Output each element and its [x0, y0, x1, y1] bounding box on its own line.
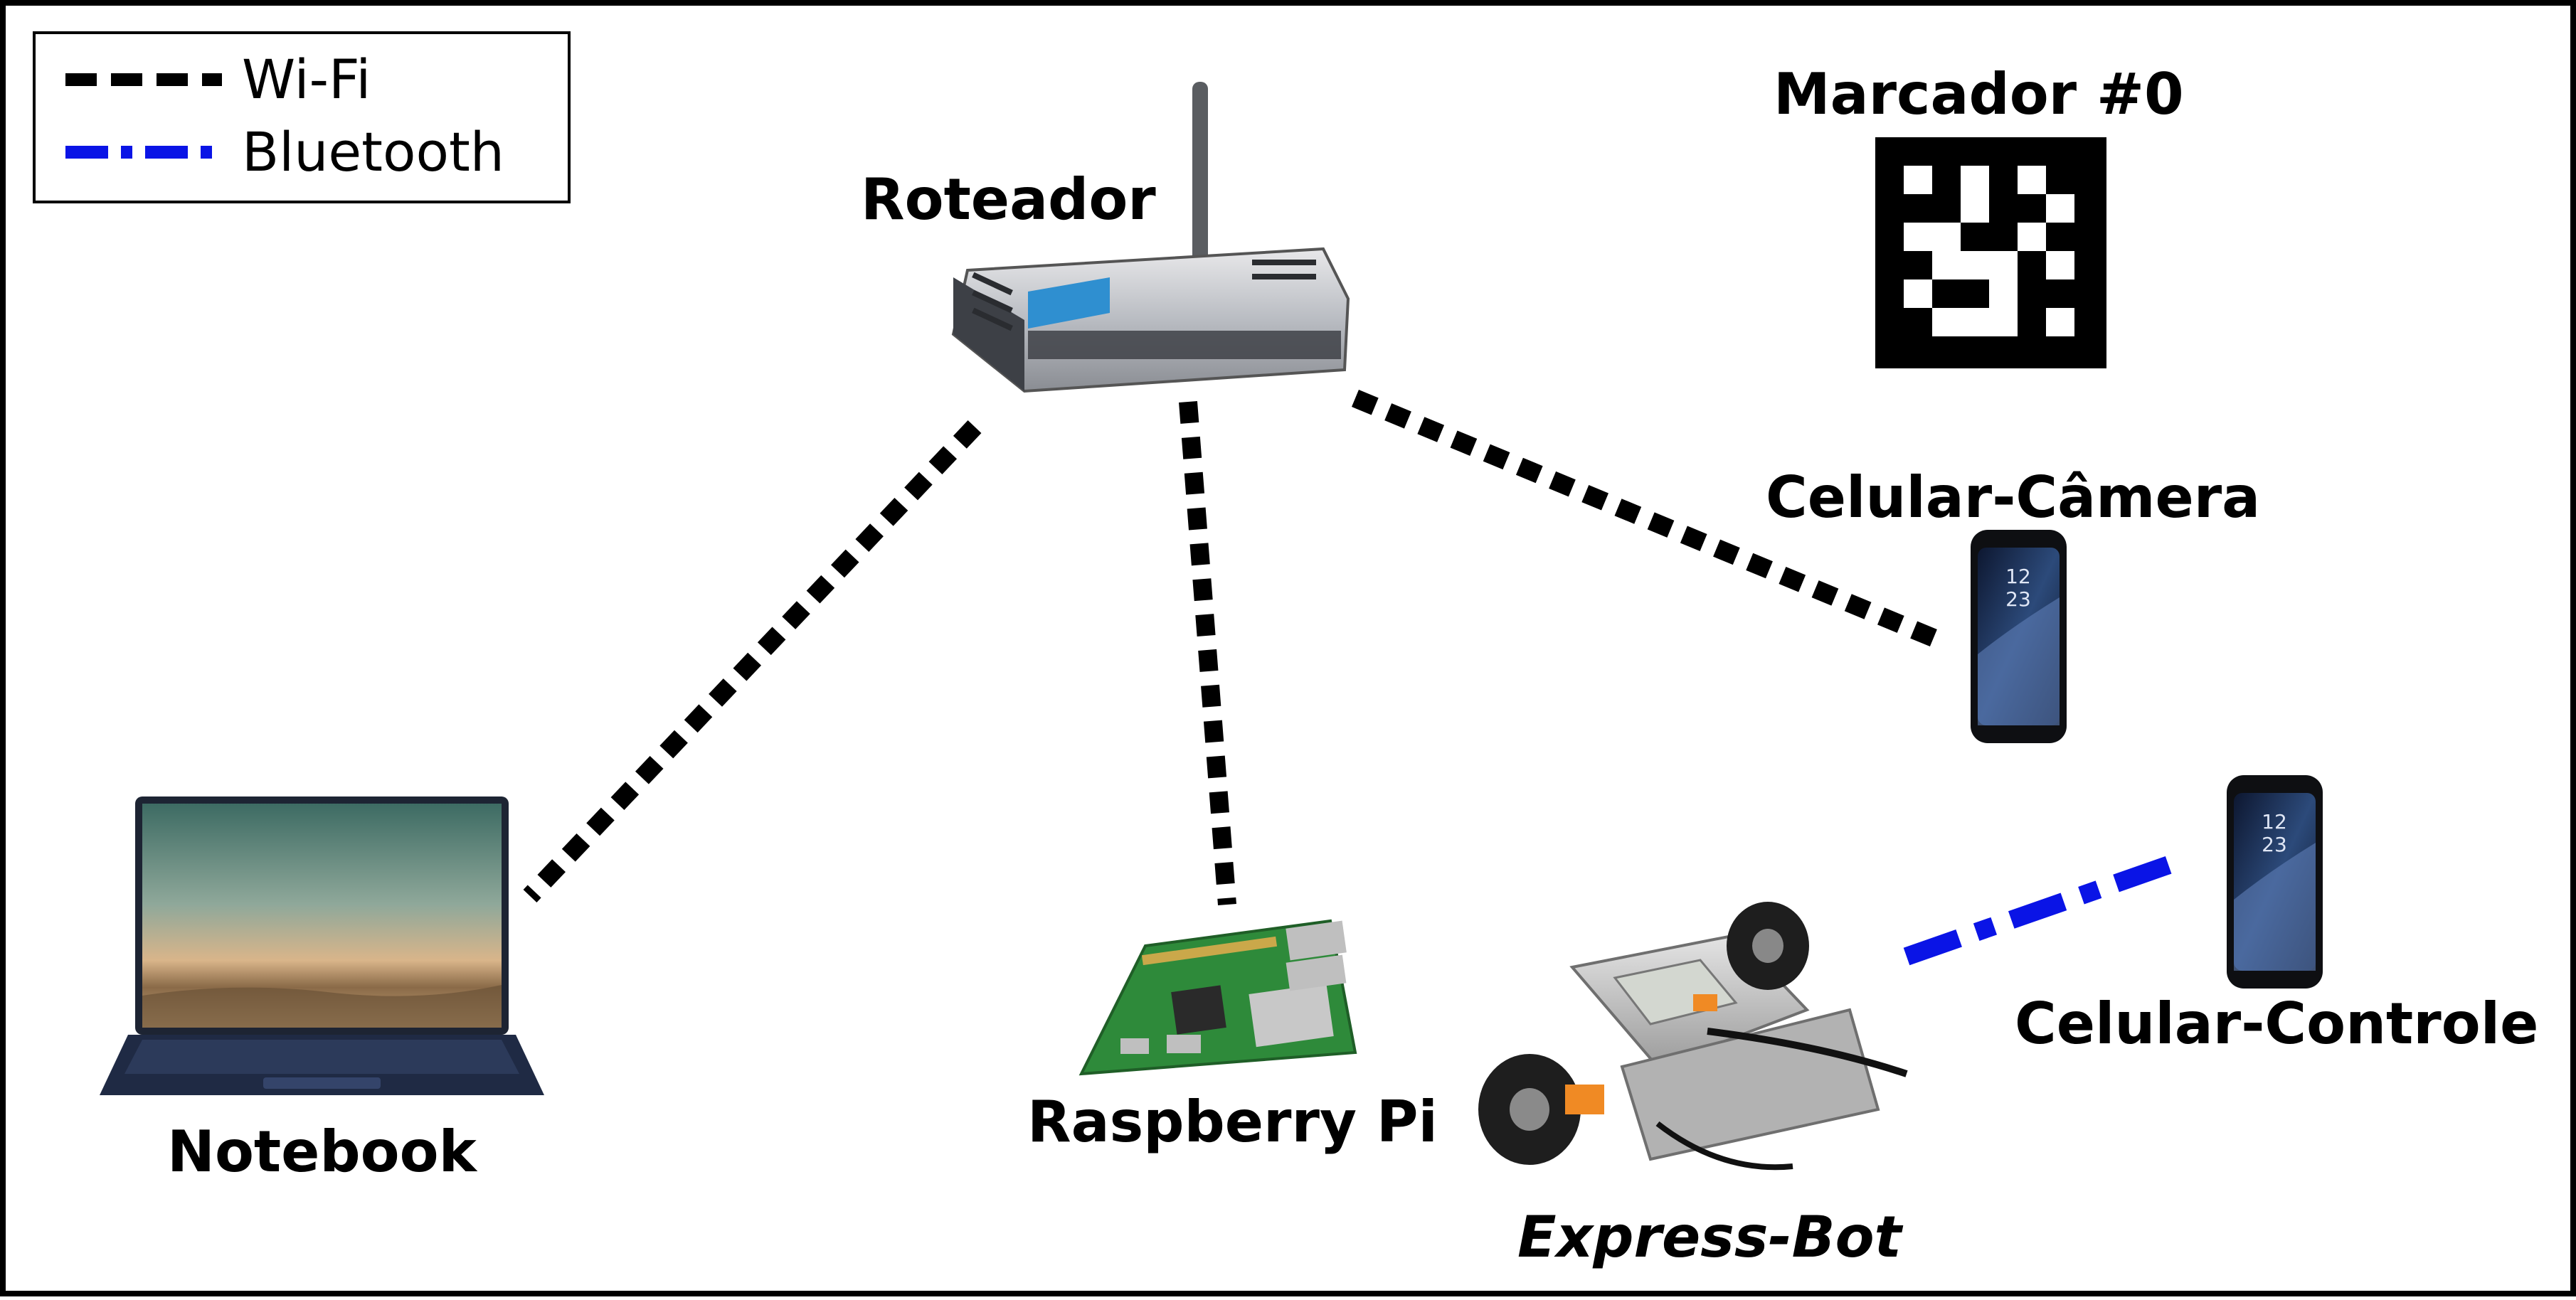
robot-label: Express-Bot: [1517, 1204, 1904, 1270]
svg-text:23: 23: [2262, 833, 2287, 856]
router-icon: [951, 82, 1350, 393]
svg-text:23: 23: [2005, 587, 2031, 611]
notebook-label: Notebook: [167, 1119, 478, 1185]
raspberry-label: Raspberry Pi: [1027, 1089, 1438, 1155]
wifi-link-notebook: [523, 420, 982, 902]
raspberry-pi-board-icon: [1078, 919, 1357, 1076]
phone-control-icon: 12 23: [2227, 775, 2323, 989]
phone-camera-icon: 12 23: [1971, 530, 2067, 743]
legend-wifi-label: Wi-Fi: [242, 48, 371, 111]
connections: [523, 389, 2189, 966]
lego-robot-icon: [1478, 902, 1908, 1171]
bluetooth-link-phone-control: [1903, 850, 2189, 966]
marker-label: Marcador #0: [1774, 61, 2184, 127]
router-label: Roteador: [861, 166, 1156, 233]
svg-text:12: 12: [2262, 810, 2287, 833]
laptop-icon: [100, 796, 544, 1095]
phone-control-label: Celular-Controle: [2015, 991, 2538, 1057]
legend: Wi-Fi Bluetooth: [33, 31, 571, 203]
svg-text:12: 12: [2005, 565, 2031, 588]
legend-box: [33, 31, 571, 203]
legend-bluetooth-label: Bluetooth: [242, 120, 504, 183]
phone-camera-label: Celular-Câmera: [1766, 464, 2260, 531]
aruco-marker-icon: [1875, 137, 2106, 368]
wifi-link-raspberry: [1179, 400, 1236, 906]
